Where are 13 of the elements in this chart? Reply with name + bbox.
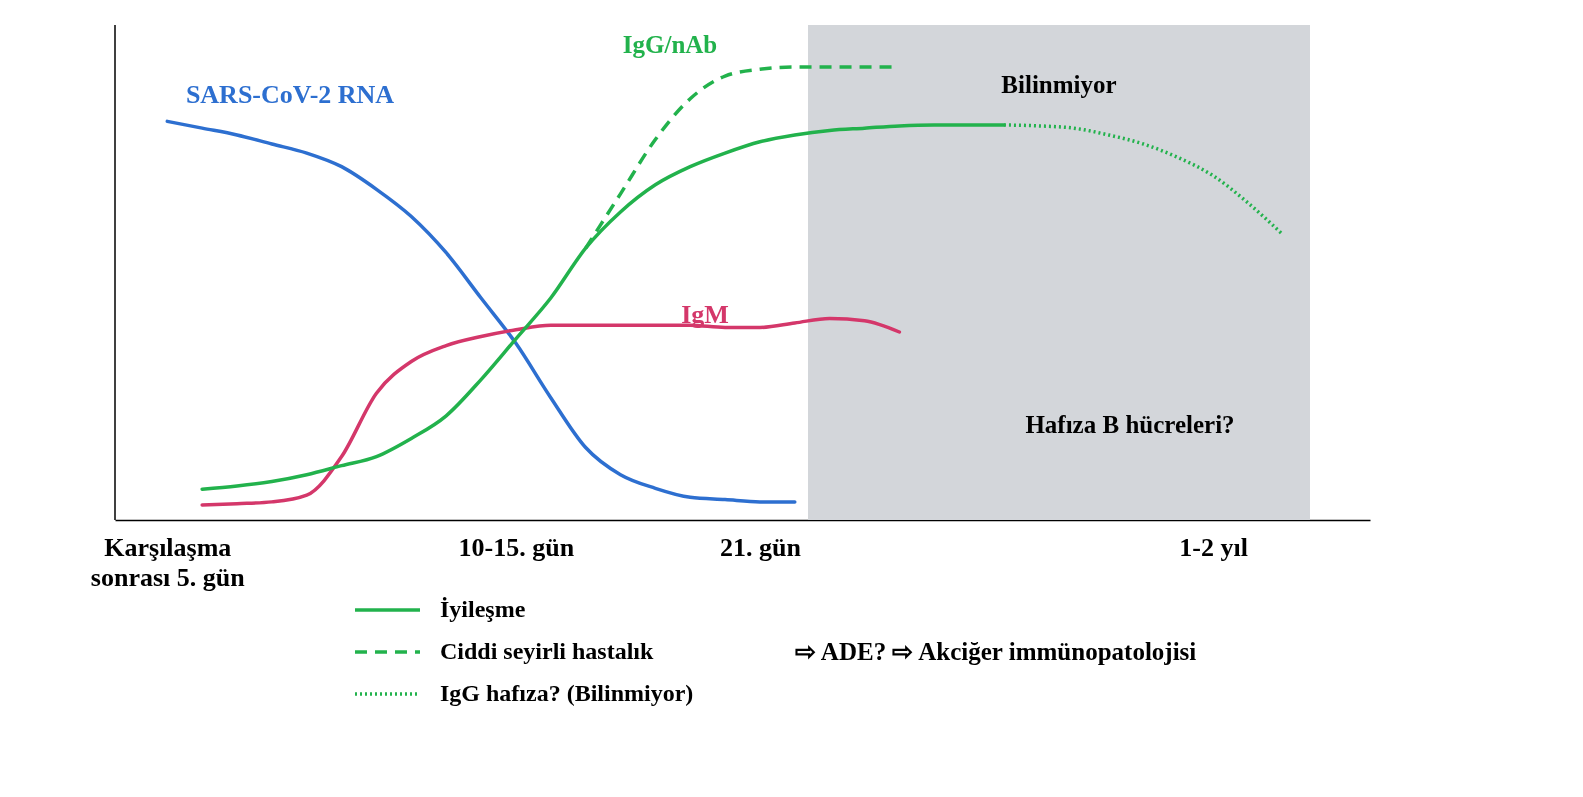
legend-label: İyileşme [440,596,526,622]
x-tick-label: 1-2 yıl [1179,532,1248,562]
series-label: SARS-CoV-2 RNA [185,80,395,109]
legend-label: Ciddi seyirli hastalık [440,638,655,664]
text: IgG/nAb [622,31,718,58]
x-tick-label: 21. gün [719,532,802,562]
text: ⇨ ADE? ⇨ Akciğer immünopatolojisi [795,638,1197,665]
x-tick-label: Karşılaşma sonrası 5. gün [90,532,246,592]
legend-label: IgG hafıza? (Bilinmiyor) [440,680,694,706]
annotation: Hafıza B hücreleri? [1025,411,1235,438]
series-label: IgM [681,300,729,329]
x-tick-label: 10-15. gün [458,532,575,562]
annotation: Bilinmiyor [1001,71,1117,98]
